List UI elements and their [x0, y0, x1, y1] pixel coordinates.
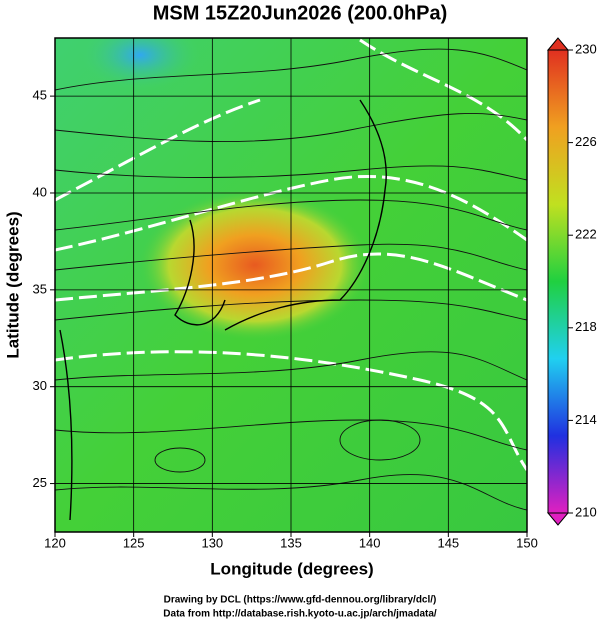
- x-tick-label: 140: [359, 535, 381, 550]
- y-axis-label: Latitude (degrees): [3, 211, 22, 358]
- chart-title: MSM 15Z20Jun2026 (200.0hPa): [153, 2, 448, 24]
- y-tick-label: 35: [33, 281, 47, 296]
- colorbar-tick-label: 214: [575, 412, 597, 427]
- colorbar-tick-label: 210: [575, 504, 597, 519]
- y-tick-label: 30: [33, 378, 47, 393]
- colorbar: [547, 49, 569, 514]
- cool-area: [80, 38, 200, 90]
- y-tick-label: 40: [33, 184, 47, 199]
- x-tick-label: 125: [123, 535, 145, 550]
- colorbar-tick-label: 218: [575, 319, 597, 334]
- colorbar-tick-label: 226: [575, 134, 597, 149]
- x-tick-label: 130: [201, 535, 223, 550]
- coastline: [59, 99, 387, 521]
- x-tick-label: 135: [280, 535, 302, 550]
- streamlines: [55, 48, 527, 511]
- footer-line: Drawing by DCL (https://www.gfd-dennou.o…: [164, 595, 437, 606]
- colorbar-tick-label: 230: [575, 41, 597, 56]
- warm-area: [140, 190, 370, 340]
- y-tick-label: 25: [33, 475, 47, 490]
- grid: [54, 38, 528, 532]
- x-axis-label: Longitude (degrees): [210, 559, 373, 578]
- colorbar-top-arrow: [546, 37, 570, 51]
- x-tick-label: 120: [44, 535, 66, 550]
- y-tick-label: 45: [33, 88, 47, 103]
- colorbar-tick-label: 222: [575, 227, 597, 242]
- x-tick-label: 145: [437, 535, 459, 550]
- colorbar-bottom-arrow: [546, 512, 570, 526]
- footer-line: Data from http://database.rish.kyoto-u.a…: [163, 609, 437, 620]
- x-tick-label: 150: [516, 535, 538, 550]
